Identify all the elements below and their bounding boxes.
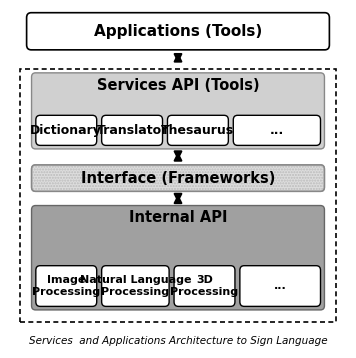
- FancyBboxPatch shape: [167, 115, 228, 145]
- Text: 3D
Processing: 3D Processing: [171, 275, 239, 297]
- Text: ...: ...: [274, 281, 287, 291]
- FancyBboxPatch shape: [233, 115, 320, 145]
- Text: Interface (Frameworks): Interface (Frameworks): [81, 171, 275, 185]
- FancyBboxPatch shape: [174, 266, 235, 306]
- FancyBboxPatch shape: [102, 266, 169, 306]
- FancyBboxPatch shape: [36, 115, 97, 145]
- Text: Translator: Translator: [96, 124, 168, 137]
- Text: Services API (Tools): Services API (Tools): [97, 78, 259, 93]
- FancyBboxPatch shape: [32, 205, 324, 310]
- FancyBboxPatch shape: [102, 115, 163, 145]
- Text: Thesaurus: Thesaurus: [161, 124, 235, 137]
- FancyBboxPatch shape: [32, 73, 324, 149]
- FancyBboxPatch shape: [32, 165, 324, 192]
- Text: Internal API: Internal API: [129, 210, 227, 225]
- Text: Applications (Tools): Applications (Tools): [94, 24, 262, 39]
- Text: Dictionary: Dictionary: [30, 124, 102, 137]
- FancyBboxPatch shape: [36, 266, 97, 306]
- Text: Services  and Applications Architecture to Sign Language: Services and Applications Architecture t…: [29, 336, 327, 346]
- FancyBboxPatch shape: [27, 13, 329, 50]
- Text: Natural Language
Processing: Natural Language Processing: [80, 275, 191, 297]
- Text: ...: ...: [270, 124, 284, 137]
- Text: Image
Processing: Image Processing: [32, 275, 100, 297]
- FancyBboxPatch shape: [240, 266, 320, 306]
- FancyBboxPatch shape: [20, 69, 336, 322]
